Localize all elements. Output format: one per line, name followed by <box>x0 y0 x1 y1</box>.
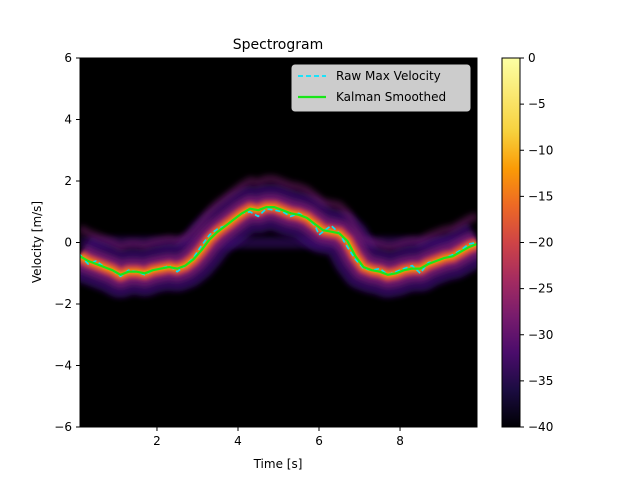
legend: Raw Max Velocity Kalman Smoothed <box>291 64 471 112</box>
y-axis: −6 −4 −2 0 2 4 6 <box>54 51 80 434</box>
series-lines <box>80 206 477 278</box>
legend-kalman-label: Kalman Smoothed <box>336 90 446 104</box>
y-tick-label: −2 <box>54 297 72 311</box>
colorbar-tick-label: −15 <box>528 189 553 203</box>
y-tick-label: −4 <box>54 359 72 373</box>
x-tick-label: 2 <box>153 434 161 448</box>
y-tick-label: 2 <box>64 174 72 188</box>
colorbar-tick-label: −25 <box>528 282 553 296</box>
chart-title: Spectrogram <box>233 37 323 53</box>
legend-box <box>291 64 471 112</box>
colorbar-tick-label: −30 <box>528 328 553 342</box>
colorbar <box>501 57 521 428</box>
colorbar-tick-label: −10 <box>528 143 553 157</box>
kalman-smoothed-line <box>80 206 477 276</box>
colorbar-tick-label: −35 <box>528 374 553 388</box>
x-tick-label: 8 <box>396 434 404 448</box>
x-axis: 2 4 6 8 <box>153 427 404 448</box>
colorbar-tick-label: −40 <box>528 420 553 434</box>
heat-upper-lobe <box>80 175 477 251</box>
colorbar-tick-label: −20 <box>528 236 553 250</box>
colorbar-tick-label: 0 <box>528 51 536 65</box>
x-tick-label: 4 <box>234 434 242 448</box>
legend-raw-label: Raw Max Velocity <box>336 69 441 83</box>
colorbar-axis: 0 −5 −10 −15 −20 −25 −30 −35 −40 <box>520 51 553 434</box>
y-axis-label: Velocity [m/s] <box>30 201 44 283</box>
y-tick-label: 4 <box>64 113 72 127</box>
colorbar-tick-label: −5 <box>528 97 546 111</box>
x-axis-label: Time [s] <box>253 457 303 471</box>
y-tick-label: 6 <box>64 51 72 65</box>
x-tick-label: 6 <box>315 434 323 448</box>
y-tick-label: −6 <box>54 420 72 434</box>
y-tick-label: 0 <box>64 236 72 250</box>
